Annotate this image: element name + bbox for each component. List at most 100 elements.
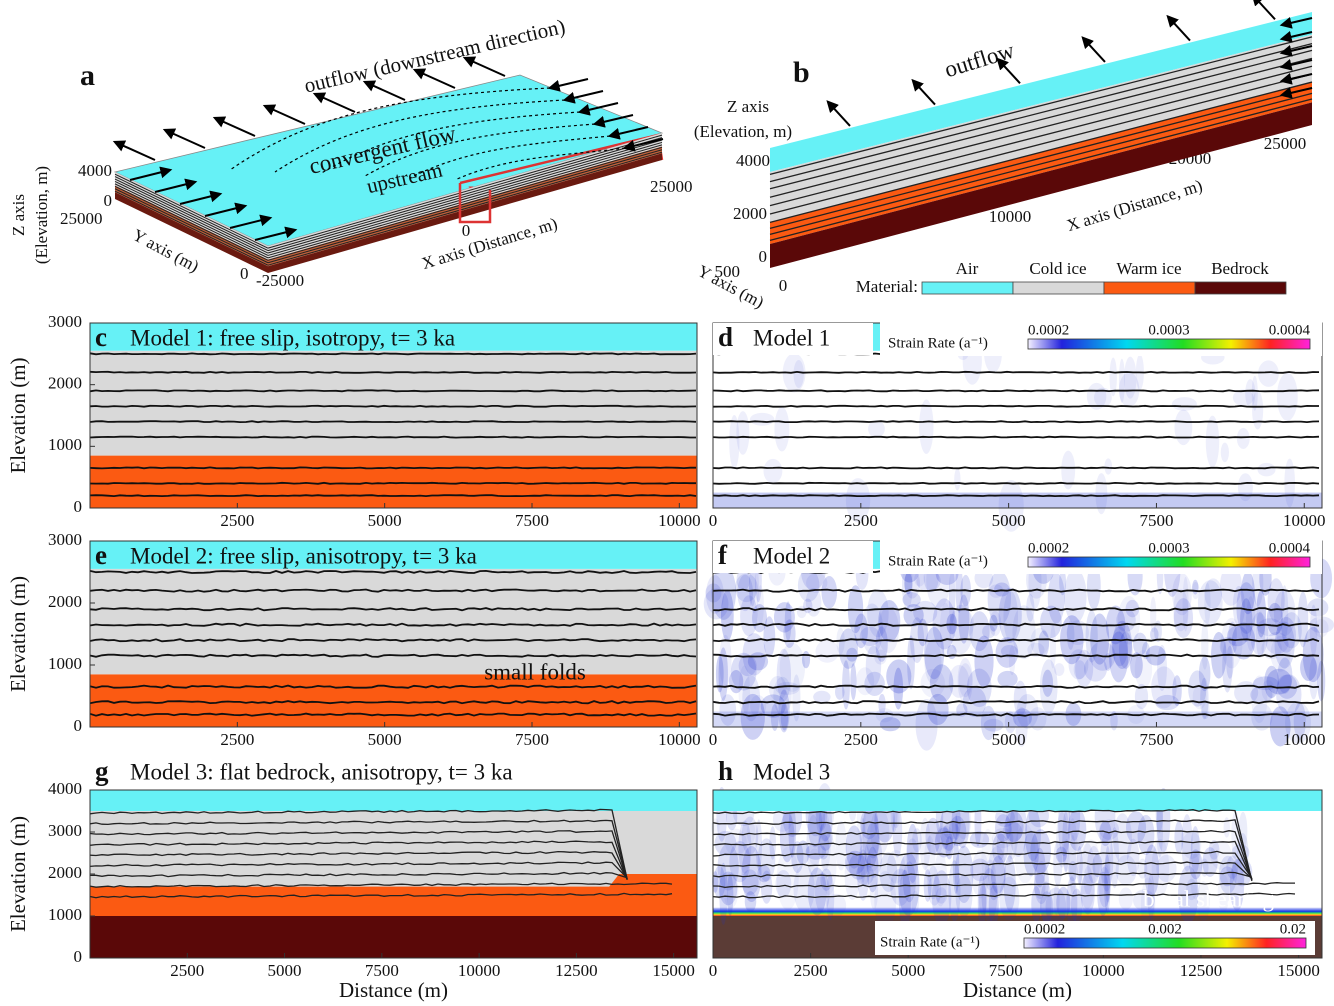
annotation: small folds [484, 660, 586, 685]
strain-blob [1056, 847, 1067, 863]
tick-label: 25000 [650, 177, 693, 196]
flow-arrow [828, 102, 850, 126]
strain-blob [864, 672, 885, 696]
tick-label: 4000 [736, 151, 770, 170]
strain-blob [1074, 660, 1086, 679]
strain-blob [1126, 811, 1146, 844]
strain-blob [1042, 670, 1053, 697]
flow-arrow [265, 106, 305, 124]
panel-title: Model 2: free slip, anisotropy, t= 3 ka [130, 543, 477, 568]
panel-title: Model 1: free slip, isotropy, t= 3 ka [130, 325, 455, 350]
flow-arrow [365, 82, 405, 100]
layer-line [90, 495, 696, 496]
strain-blob [1252, 376, 1258, 411]
strain-blob [835, 821, 846, 871]
strain-blob [731, 653, 757, 691]
x-tick-label: 7500 [515, 730, 549, 749]
strain-blob [1124, 357, 1136, 399]
panel-label: f [718, 540, 728, 570]
y-tick-label: 0 [74, 497, 83, 516]
layer-line [713, 483, 1319, 484]
panel-title: Model 1 [753, 325, 830, 350]
legend-swatch [1013, 282, 1104, 294]
flow-arrow [315, 94, 355, 112]
flow-arrow [465, 58, 505, 76]
strain-blob [1119, 632, 1133, 669]
tick-label: 4000 [78, 161, 112, 180]
annotation: outflow [941, 37, 1017, 82]
legend-swatch [1104, 282, 1195, 294]
strain-blob [1133, 633, 1147, 656]
strain-blob [1174, 410, 1192, 446]
strain-blob [1013, 708, 1032, 727]
x-tick-label: 7500 [1139, 511, 1173, 530]
strain-blob [1064, 569, 1086, 624]
panel-label: e [95, 540, 107, 570]
figure: b a outflow (downstream direction) conve… [0, 0, 1334, 1006]
tick-label: 0 [759, 247, 768, 266]
x-tick-label: 5000 [368, 511, 402, 530]
strain-blob [899, 870, 911, 930]
y-tick-label: 1000 [48, 905, 82, 924]
colorbar-title: Strain Rate (a⁻¹) [888, 335, 988, 351]
x-tick-label: 0 [709, 730, 718, 749]
x-axis-label: Distance (m) [963, 978, 1072, 1002]
strain-blob [999, 588, 1022, 643]
strain-blob [1262, 680, 1275, 701]
strain-blob [1119, 359, 1125, 403]
x-tick-label: 7500 [515, 511, 549, 530]
strain-blob [763, 459, 782, 483]
strain-blob [1204, 578, 1222, 608]
strain-blob [990, 615, 998, 632]
strain-blob [1156, 855, 1176, 882]
strain-blob [1050, 625, 1056, 669]
panel-label: h [718, 756, 733, 786]
legend-swatch [1195, 282, 1286, 294]
flow-arrow [165, 130, 205, 148]
strain-blob [1116, 608, 1135, 631]
flow-arrow [415, 70, 455, 88]
panel-c: 250050007500100000100020003000cModel 1: … [6, 312, 701, 530]
tick-label: 10000 [989, 207, 1032, 226]
x-tick-label: 2500 [220, 511, 254, 530]
legend-label: Bedrock [1211, 259, 1269, 278]
x-tick-label: 10000 [1283, 511, 1326, 530]
strain-blob [954, 468, 960, 490]
x-tick-label: 5000 [368, 730, 402, 749]
layer-line [90, 390, 696, 391]
legend-title: Material: [856, 277, 918, 296]
axis-label: (Elevation, m) [32, 166, 51, 264]
strain-blob [1206, 416, 1219, 468]
tick-label: 0 [462, 221, 471, 240]
panel-label: g [95, 756, 109, 786]
strain-blob [868, 420, 885, 438]
layer-line [90, 483, 696, 484]
y-tick-label: 0 [74, 716, 83, 735]
panel-a: b a outflow (downstream direction) conve… [9, 14, 693, 290]
legend-label: Cold ice [1029, 259, 1086, 278]
strain-blob [911, 891, 919, 914]
x-tick-label: 2500 [794, 961, 828, 980]
colorbar-tick-label: 0.0002 [1024, 921, 1065, 937]
strain-blob [1221, 443, 1229, 463]
strain-blob [907, 635, 915, 689]
colorbar-tick-label: 0.02 [1280, 921, 1306, 937]
strain-blob [774, 407, 789, 452]
legend-label: Air [956, 259, 979, 278]
colorbar-tick-label: 0.0002 [1028, 540, 1069, 556]
strain-blob [1250, 612, 1268, 655]
x-tick-label: 10000 [1283, 730, 1326, 749]
strain-blob [1174, 598, 1193, 638]
x-tick-label: 2500 [220, 730, 254, 749]
x-tick-label: 10000 [658, 730, 701, 749]
axis-label: Z axis [9, 194, 28, 236]
y-tick-label: 2000 [48, 863, 82, 882]
strain-blob [1041, 882, 1052, 924]
x-tick-label: 12500 [1180, 961, 1223, 980]
layer [90, 569, 697, 674]
strain-blob [1104, 458, 1112, 474]
strain-blob [1258, 360, 1279, 387]
strain-blob [1309, 658, 1318, 700]
colorbar-title: Strain Rate (a⁻¹) [880, 934, 980, 950]
x-tick-label: 7500 [1139, 730, 1173, 749]
